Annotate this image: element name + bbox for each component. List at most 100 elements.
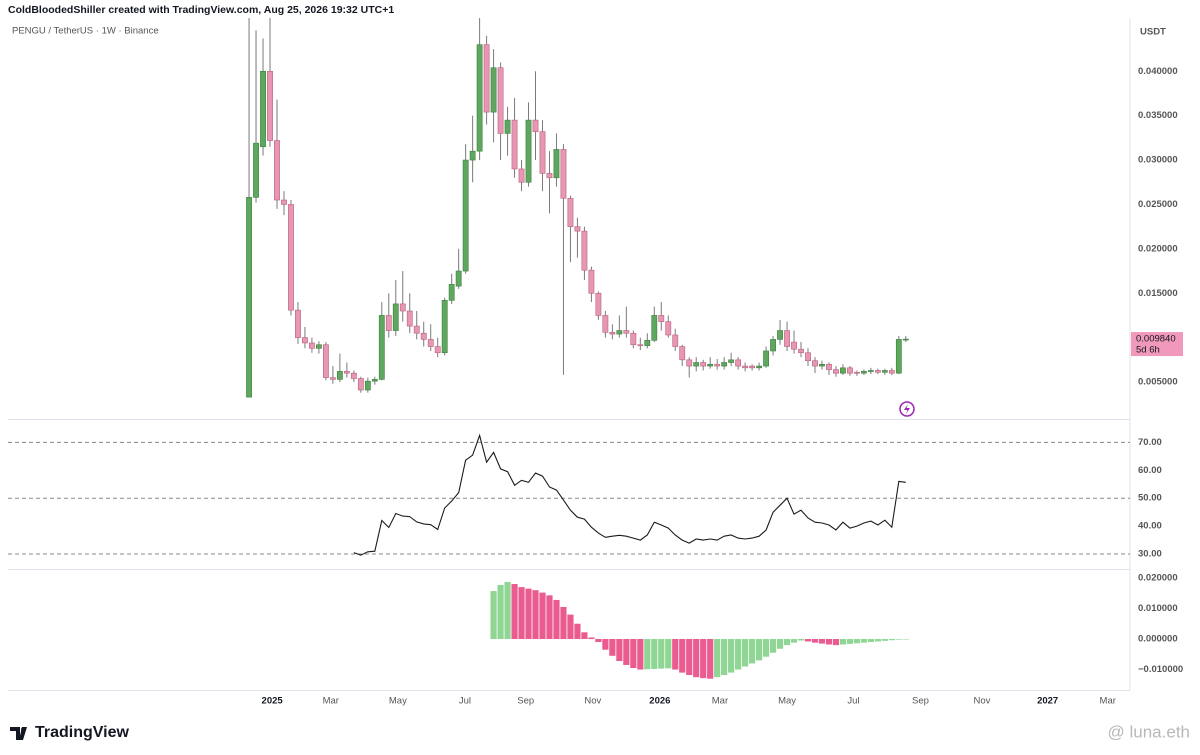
y-tick-label: 0.040000: [1138, 66, 1178, 77]
candle-body: [553, 149, 560, 179]
candle-body: [546, 173, 553, 179]
candle-body: [476, 44, 483, 152]
candle-body: [833, 369, 839, 374]
histogram-bar: [693, 639, 700, 678]
x-tick-label: Mar: [712, 696, 728, 707]
histogram-bar: [574, 623, 581, 640]
candle-body: [826, 363, 832, 370]
candle-body: [560, 149, 567, 199]
candle-body: [274, 140, 280, 201]
histogram-bar: [804, 639, 812, 642]
candle-body: [253, 142, 259, 198]
histogram-bar: [797, 639, 805, 641]
candle-body: [427, 339, 434, 347]
candle-body: [707, 363, 714, 367]
candle-body: [392, 303, 399, 331]
candle-body: [721, 362, 728, 367]
x-tick-label: Jul: [459, 696, 471, 707]
histogram-bar: [839, 639, 847, 645]
candle-body: [260, 70, 266, 148]
histogram-bar: [860, 639, 867, 643]
histogram-bar: [825, 639, 833, 645]
candle-body: [672, 334, 679, 347]
candle-body: [714, 363, 721, 367]
candle-body: [357, 378, 364, 391]
candle-body: [511, 119, 518, 170]
brand-name: TradingView: [35, 724, 130, 741]
last-price: 0.009840: [1136, 334, 1176, 345]
y-tick-label: 30.00: [1138, 549, 1162, 560]
histogram-bar: [853, 639, 861, 644]
candle-body: [497, 67, 504, 134]
x-tick-label: May: [778, 696, 796, 707]
currency-label: USDT: [1140, 27, 1166, 38]
histogram-bar: [790, 639, 798, 643]
candle-body: [302, 337, 308, 344]
histogram-bar: [846, 639, 854, 644]
countdown: 5d 6h: [1136, 345, 1160, 356]
candle-body: [637, 344, 644, 347]
x-tick-label: May: [389, 696, 407, 707]
y-tick-label: 0.010000: [1138, 603, 1178, 614]
histogram-bar: [881, 639, 888, 641]
histogram-bar: [707, 639, 714, 679]
candle-body: [854, 371, 860, 374]
candle-body: [616, 330, 623, 335]
y-tick-label: 50.00: [1138, 493, 1162, 504]
candle-body: [323, 344, 329, 378]
candle-body: [770, 339, 776, 352]
histogram-bar: [679, 639, 686, 673]
candle-body: [581, 230, 588, 271]
histogram-bar: [755, 639, 763, 661]
candle-body: [413, 325, 420, 334]
histogram-bar: [602, 639, 609, 650]
symbol-info: PENGU / TetherUS · 1W · Binance: [12, 26, 159, 37]
candle-body: [246, 197, 252, 398]
candle-body: [316, 344, 322, 349]
histogram-bar: [490, 591, 497, 640]
candle-body: [595, 292, 602, 316]
candle-body: [812, 360, 818, 367]
candle-body: [350, 372, 357, 379]
histogram-bar: [902, 639, 909, 640]
histogram-bar: [497, 584, 504, 640]
histogram-bar: [637, 639, 644, 670]
candle-body: [371, 379, 378, 382]
y-tick-label: 0.000000: [1138, 634, 1178, 645]
x-tick-label: Mar: [1100, 696, 1116, 707]
candle-body: [840, 367, 846, 374]
histogram-bar: [518, 587, 525, 640]
histogram-bar: [721, 639, 728, 676]
watermark: @ luna.eth: [1108, 722, 1190, 741]
x-tick-label: Nov: [584, 696, 601, 707]
candle-body: [819, 363, 825, 367]
candle-body: [267, 70, 273, 141]
histogram-bar: [728, 639, 735, 673]
candle-body: [462, 159, 469, 272]
candle-body: [679, 346, 686, 361]
candle-body: [455, 270, 462, 287]
histogram-bar: [686, 639, 693, 676]
histogram-bar: [895, 639, 902, 640]
candle-body: [902, 338, 909, 341]
candle-body: [867, 370, 874, 372]
histogram-bar: [553, 599, 560, 640]
histogram-bar: [623, 639, 630, 665]
candle-body: [532, 119, 539, 132]
candle-body: [777, 330, 783, 340]
histogram-bar: [644, 639, 651, 670]
histogram-bar: [811, 639, 819, 643]
histogram-bar: [749, 639, 756, 664]
candle-body: [609, 332, 616, 335]
candle-body: [420, 332, 427, 340]
y-tick-label: 0.015000: [1138, 288, 1178, 299]
histogram-bar: [818, 639, 826, 644]
histogram-bar: [735, 639, 742, 670]
histogram-bar: [525, 588, 532, 640]
candle-body: [644, 340, 651, 346]
histogram-bar: [832, 639, 840, 646]
histogram-bar: [742, 639, 749, 667]
histogram-bar: [700, 639, 707, 679]
